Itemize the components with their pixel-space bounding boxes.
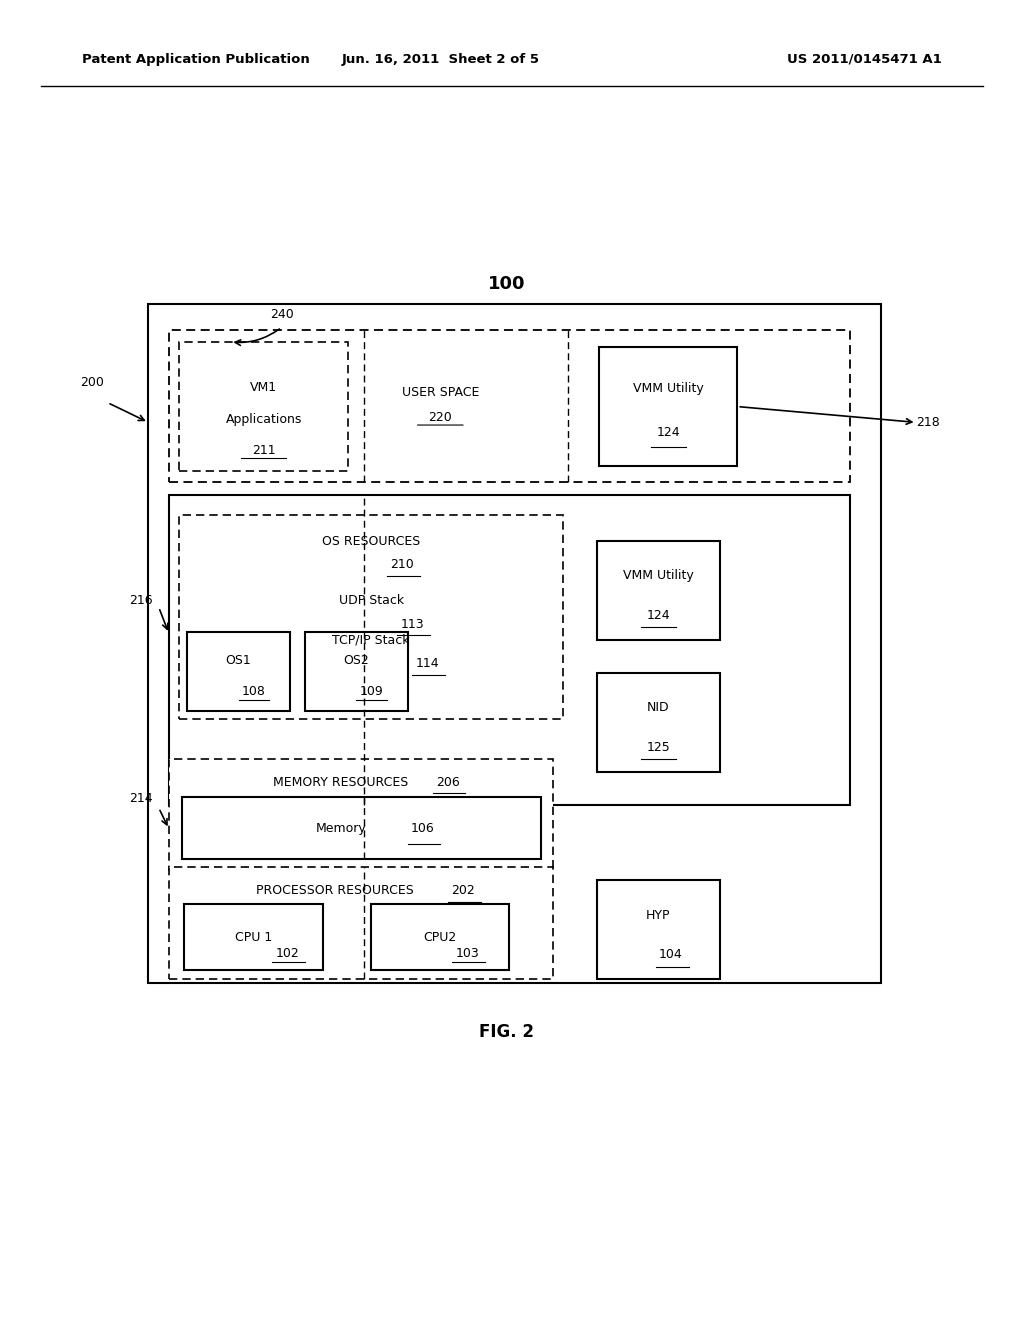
Text: PROCESSOR RESOURCES: PROCESSOR RESOURCES: [256, 884, 415, 898]
FancyBboxPatch shape: [305, 632, 408, 711]
Text: 214: 214: [129, 792, 154, 805]
FancyBboxPatch shape: [182, 797, 541, 859]
Text: 216: 216: [129, 594, 154, 607]
Text: Patent Application Publication: Patent Application Publication: [82, 53, 309, 66]
Text: 200: 200: [80, 376, 104, 389]
Text: MEMORY RESOURCES: MEMORY RESOURCES: [272, 776, 409, 789]
Text: TCP/IP Stack: TCP/IP Stack: [333, 634, 410, 647]
Text: VMM Utility: VMM Utility: [623, 569, 694, 582]
Text: CPU2: CPU2: [423, 931, 457, 944]
FancyBboxPatch shape: [597, 673, 720, 772]
Text: NID: NID: [647, 701, 670, 714]
Text: 124: 124: [656, 426, 680, 440]
Text: 210: 210: [390, 558, 414, 572]
Text: Applications: Applications: [225, 413, 302, 426]
Text: UDP Stack: UDP Stack: [339, 594, 403, 607]
FancyBboxPatch shape: [597, 880, 720, 979]
Text: 106: 106: [411, 822, 435, 834]
Text: USER SPACE: USER SPACE: [401, 385, 479, 399]
Text: CPU 1: CPU 1: [234, 931, 272, 944]
FancyBboxPatch shape: [371, 904, 509, 970]
FancyBboxPatch shape: [597, 541, 720, 640]
Text: HYP: HYP: [646, 908, 671, 921]
FancyBboxPatch shape: [169, 867, 553, 979]
FancyBboxPatch shape: [179, 515, 563, 719]
Text: 100: 100: [488, 275, 525, 293]
FancyBboxPatch shape: [179, 342, 348, 471]
Text: VM1: VM1: [250, 380, 278, 393]
Text: 103: 103: [456, 948, 479, 960]
FancyBboxPatch shape: [169, 330, 850, 482]
Text: Jun. 16, 2011  Sheet 2 of 5: Jun. 16, 2011 Sheet 2 of 5: [341, 53, 540, 66]
FancyBboxPatch shape: [169, 759, 553, 871]
FancyBboxPatch shape: [187, 632, 290, 711]
Text: 109: 109: [359, 685, 384, 698]
Text: FIG. 2: FIG. 2: [479, 1023, 535, 1041]
Text: OS1: OS1: [225, 653, 252, 667]
FancyBboxPatch shape: [599, 347, 737, 466]
Text: 124: 124: [646, 609, 671, 622]
Text: 114: 114: [416, 657, 439, 671]
Text: 104: 104: [658, 948, 683, 961]
Text: 211: 211: [252, 444, 275, 457]
FancyBboxPatch shape: [184, 904, 323, 970]
Text: 102: 102: [275, 948, 299, 960]
Text: VMM Utility: VMM Utility: [633, 383, 703, 395]
Text: US 2011/0145471 A1: US 2011/0145471 A1: [787, 53, 942, 66]
Text: 206: 206: [436, 776, 460, 789]
Text: OS2: OS2: [343, 653, 370, 667]
Text: Memory: Memory: [315, 822, 367, 834]
Text: OS RESOURCES: OS RESOURCES: [323, 535, 420, 548]
Text: 202: 202: [452, 884, 475, 898]
Text: 240: 240: [269, 308, 294, 321]
Text: 113: 113: [400, 618, 424, 631]
FancyBboxPatch shape: [169, 495, 850, 805]
Text: 220: 220: [428, 411, 453, 424]
Text: 108: 108: [242, 685, 266, 698]
Text: 125: 125: [646, 741, 671, 754]
FancyBboxPatch shape: [148, 304, 881, 983]
Text: 218: 218: [916, 416, 940, 429]
